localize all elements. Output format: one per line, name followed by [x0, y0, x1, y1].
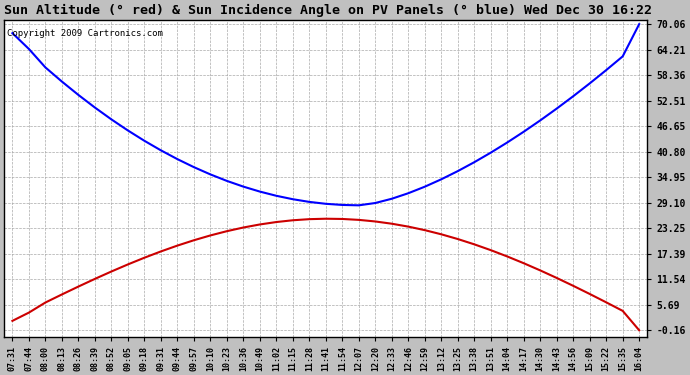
Text: Copyright 2009 Cartronics.com: Copyright 2009 Cartronics.com — [8, 29, 164, 38]
Text: Sun Altitude (° red) & Sun Incidence Angle on PV Panels (° blue) Wed Dec 30 16:2: Sun Altitude (° red) & Sun Incidence Ang… — [4, 4, 652, 17]
